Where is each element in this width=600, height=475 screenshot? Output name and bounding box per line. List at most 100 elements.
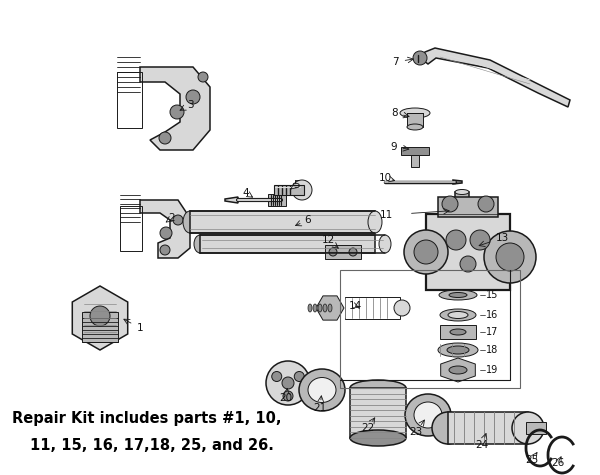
Text: 18: 18 [486, 345, 498, 355]
Circle shape [173, 215, 183, 225]
Bar [325, 245, 361, 259]
Ellipse shape [328, 304, 332, 312]
Ellipse shape [448, 312, 468, 319]
Bar [120, 206, 142, 251]
Circle shape [470, 230, 490, 250]
Text: 5: 5 [293, 180, 299, 190]
Polygon shape [140, 67, 210, 150]
Bar [411, 155, 419, 167]
Circle shape [283, 391, 293, 401]
Ellipse shape [368, 211, 382, 233]
Bar [268, 194, 286, 206]
Ellipse shape [323, 304, 327, 312]
Text: 21: 21 [313, 403, 326, 413]
Text: 11, 15, 16, 17,18, 25, and 26.: 11, 15, 16, 17,18, 25, and 26. [30, 437, 274, 453]
Polygon shape [453, 180, 462, 184]
Text: 11: 11 [379, 210, 392, 220]
Circle shape [446, 230, 466, 250]
Text: 9: 9 [391, 142, 397, 152]
Ellipse shape [407, 124, 423, 130]
Text: 19: 19 [486, 365, 498, 375]
Text: 13: 13 [496, 233, 509, 243]
Text: 26: 26 [551, 458, 565, 468]
Bar [401, 147, 429, 155]
Circle shape [186, 90, 200, 104]
Ellipse shape [194, 235, 206, 253]
Circle shape [159, 132, 171, 144]
Bar [455, 192, 469, 228]
Ellipse shape [350, 380, 406, 396]
Circle shape [349, 248, 357, 256]
Ellipse shape [183, 211, 197, 233]
Bar [345, 297, 400, 319]
Polygon shape [225, 197, 238, 203]
Ellipse shape [350, 430, 406, 446]
Text: 15: 15 [486, 290, 499, 300]
Text: 4: 4 [242, 188, 250, 198]
Text: 8: 8 [392, 108, 398, 118]
Text: 1: 1 [137, 323, 143, 333]
Polygon shape [316, 296, 344, 320]
Polygon shape [140, 200, 190, 258]
Ellipse shape [405, 394, 451, 436]
Circle shape [272, 371, 282, 381]
Circle shape [170, 105, 184, 119]
Circle shape [460, 256, 476, 272]
Polygon shape [72, 286, 128, 350]
Text: 24: 24 [475, 440, 488, 450]
Text: 23: 23 [409, 427, 422, 437]
Ellipse shape [449, 366, 467, 374]
Ellipse shape [432, 412, 464, 444]
Text: 17: 17 [486, 327, 499, 337]
Polygon shape [440, 358, 475, 382]
Circle shape [478, 196, 494, 212]
Bar [459, 204, 465, 216]
Bar [117, 72, 142, 128]
Circle shape [414, 240, 438, 264]
Ellipse shape [449, 293, 467, 297]
Bar [274, 185, 304, 195]
Text: 14: 14 [349, 301, 362, 311]
Bar [190, 211, 375, 233]
Ellipse shape [512, 412, 544, 444]
Text: 10: 10 [379, 173, 392, 183]
Bar [526, 422, 546, 434]
Circle shape [496, 243, 524, 271]
Ellipse shape [400, 108, 430, 118]
Ellipse shape [439, 290, 477, 300]
Bar [440, 325, 476, 339]
Bar [350, 388, 406, 438]
Ellipse shape [438, 343, 478, 357]
Circle shape [329, 248, 337, 256]
Polygon shape [420, 48, 570, 107]
Ellipse shape [440, 309, 476, 321]
Circle shape [160, 227, 172, 239]
Circle shape [160, 245, 170, 255]
Ellipse shape [379, 235, 391, 253]
Ellipse shape [447, 346, 469, 354]
Circle shape [394, 300, 410, 316]
Circle shape [90, 306, 110, 326]
Text: 22: 22 [361, 423, 374, 433]
Bar [407, 113, 423, 127]
Circle shape [404, 230, 448, 274]
Ellipse shape [299, 369, 345, 411]
Circle shape [413, 51, 427, 65]
Ellipse shape [455, 226, 469, 230]
Text: 3: 3 [187, 100, 193, 110]
Ellipse shape [450, 329, 466, 335]
Bar [448, 412, 528, 444]
Ellipse shape [313, 304, 317, 312]
Bar [200, 235, 375, 253]
Text: 16: 16 [486, 310, 498, 320]
Bar [426, 214, 510, 290]
Circle shape [266, 361, 310, 405]
Text: 7: 7 [392, 57, 398, 67]
Ellipse shape [318, 304, 322, 312]
Circle shape [294, 371, 304, 381]
Ellipse shape [455, 190, 469, 194]
Circle shape [198, 72, 208, 82]
Bar [438, 197, 498, 217]
Ellipse shape [308, 304, 312, 312]
Text: 2: 2 [169, 213, 175, 223]
